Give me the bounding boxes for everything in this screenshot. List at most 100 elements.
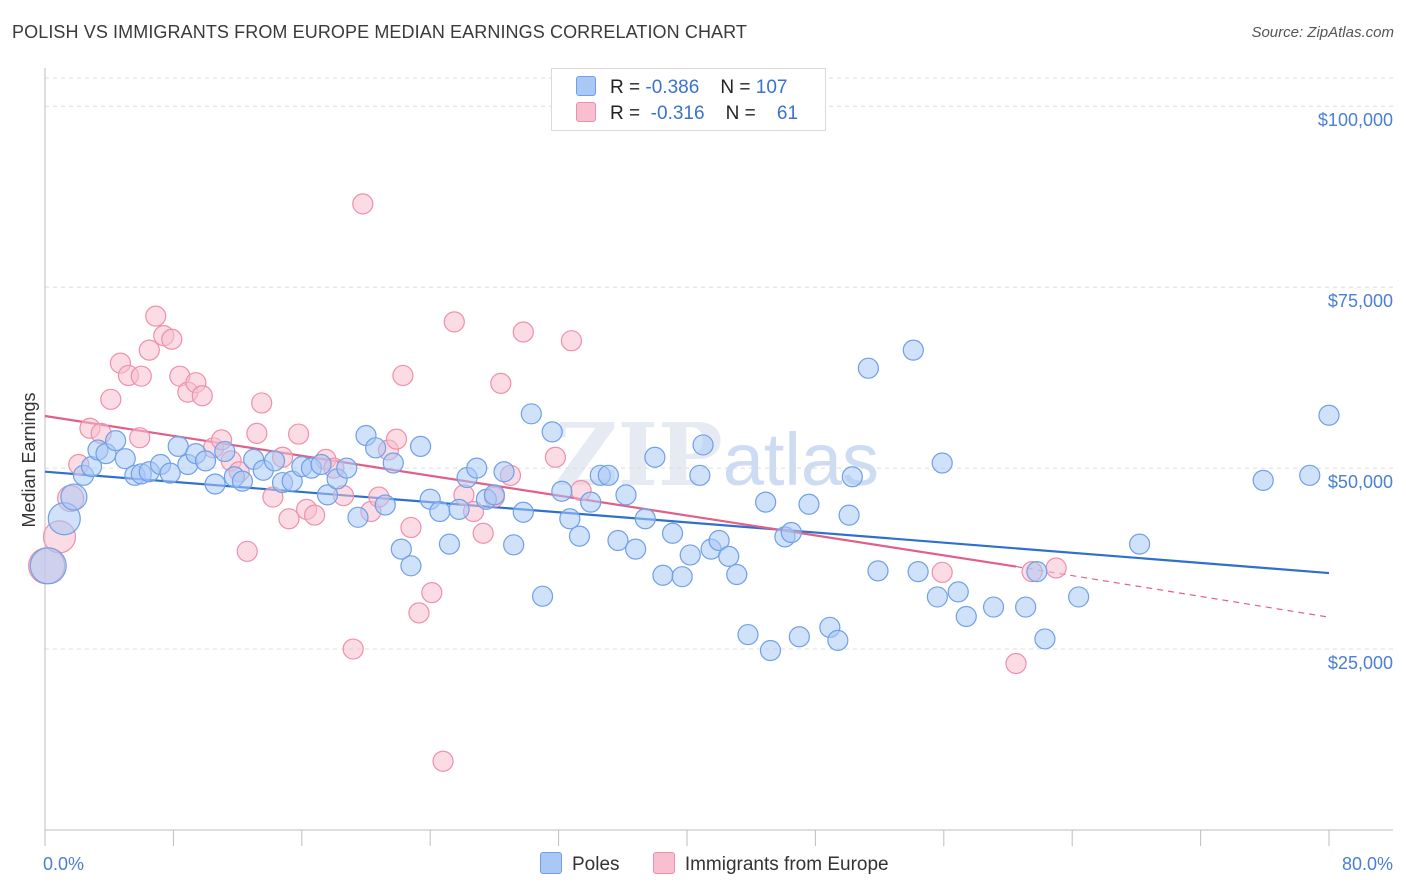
poles-point — [798, 493, 820, 515]
legend-r-label: R = — [610, 103, 641, 124]
immigrants-point — [408, 602, 430, 624]
legend-swatch-immigrants — [652, 852, 675, 874]
poles-point — [708, 529, 730, 552]
stats-legend: R = -0.386 N = 107 R = -0.316 N = 61 — [551, 68, 826, 131]
chart-title: POLISH VS IMMIGRANTS FROM EUROPE MEDIAN … — [12, 22, 748, 42]
poles-point — [634, 508, 656, 530]
immigrants-point — [236, 540, 258, 562]
poles-point — [214, 440, 236, 463]
poles-point — [907, 560, 929, 583]
poles-point — [231, 470, 254, 492]
poles-point — [580, 491, 602, 513]
poles-point — [29, 547, 67, 585]
immigrants-point — [490, 372, 512, 395]
poles-point — [671, 566, 693, 588]
poles-point — [448, 498, 470, 520]
trend-lines — [44, 414, 1330, 618]
poles-point — [737, 623, 759, 646]
poles-point — [902, 339, 924, 361]
poles-point — [551, 480, 573, 502]
immigrants-point — [443, 311, 465, 333]
immigrants-point — [931, 561, 953, 583]
immigrants-point — [544, 446, 566, 468]
legend-item-poles[interactable]: Poles — [540, 852, 620, 876]
legend-r-label: R = — [610, 77, 641, 98]
poles-point — [429, 500, 451, 523]
immigrants-point — [512, 321, 534, 343]
poles-point — [931, 452, 953, 474]
immigrants-point — [161, 328, 183, 350]
poles-point — [955, 605, 977, 628]
poles-point — [382, 452, 404, 474]
poles-point — [347, 506, 369, 528]
y-tick-label: $100,000 — [1318, 110, 1393, 130]
poles-point — [780, 521, 802, 544]
poles-point — [838, 504, 860, 526]
immigrants-point — [560, 330, 583, 352]
source-label: Source: ZipAtlas.com — [1251, 24, 1394, 41]
poles-point — [1034, 628, 1056, 650]
legend-n-value-immigrants: 61 — [776, 103, 799, 124]
poles-point — [857, 357, 879, 379]
poles-point — [568, 525, 591, 547]
poles-point — [625, 538, 647, 560]
poles-point — [788, 626, 810, 648]
immigrants-point — [191, 385, 213, 407]
legend-item-immigrants[interactable]: Immigrants from Europe — [652, 852, 889, 876]
poles-point — [644, 446, 666, 468]
x-tick-label: 0.0% — [43, 854, 84, 874]
immigrants-trend-extension — [1015, 565, 1330, 618]
legend-swatch-immigrants — [576, 102, 596, 122]
immigrants-point — [472, 522, 494, 544]
poles-point — [105, 429, 127, 452]
gridlines — [45, 77, 1393, 650]
poles-point — [438, 533, 461, 555]
immigrants-point — [1045, 557, 1067, 579]
poles-point — [493, 461, 515, 483]
poles-point — [483, 484, 505, 506]
y-tick-label: $75,000 — [1328, 291, 1393, 311]
immigrants-point — [342, 638, 364, 660]
poles-point — [204, 473, 226, 495]
legend-n-label: N = — [720, 77, 751, 98]
legend-n-label: N = — [725, 103, 756, 124]
poles-point — [679, 544, 701, 566]
immigrants-point — [385, 428, 408, 450]
poles-point — [1252, 469, 1274, 491]
legend-swatch-poles — [540, 852, 562, 874]
poles-point — [652, 564, 674, 586]
immigrants-point — [1005, 652, 1027, 675]
poles-point — [926, 586, 948, 608]
poles-point — [512, 501, 534, 523]
poles-point — [60, 483, 88, 511]
poles-point — [1129, 533, 1151, 555]
poles-point — [409, 435, 432, 457]
poles-point — [365, 437, 387, 459]
immigrants-point — [145, 305, 167, 327]
poles-point — [400, 555, 422, 577]
immigrants-point — [129, 427, 151, 449]
poles-point — [520, 403, 542, 425]
poles-point — [466, 457, 488, 479]
poles-point — [374, 494, 396, 516]
poles-point — [194, 450, 217, 472]
poles-point — [559, 508, 581, 530]
poles-point — [692, 434, 714, 456]
poles-point — [503, 534, 525, 556]
legend-r-value-immigrants: -0.316 — [650, 103, 705, 124]
y-axis-title: Median Earnings — [19, 392, 39, 527]
poles-point — [841, 466, 863, 488]
immigrants-point — [246, 422, 268, 444]
poles-point — [531, 585, 554, 607]
immigrants-point — [304, 504, 326, 526]
poles-point — [718, 545, 740, 568]
poles-trend-line — [44, 470, 1330, 575]
poles-point — [947, 581, 969, 603]
poles-point — [597, 464, 619, 486]
series-legend: Poles Immigrants from Europe — [540, 852, 917, 876]
poles-point — [1026, 560, 1048, 583]
tick-labels: $25,000 $50,000 $75,000 $100,000 0.0% 80.0% — [43, 110, 1393, 874]
poles-point — [755, 491, 777, 513]
immigrants-point — [392, 364, 414, 387]
legend-label-poles: Poles — [572, 854, 620, 875]
